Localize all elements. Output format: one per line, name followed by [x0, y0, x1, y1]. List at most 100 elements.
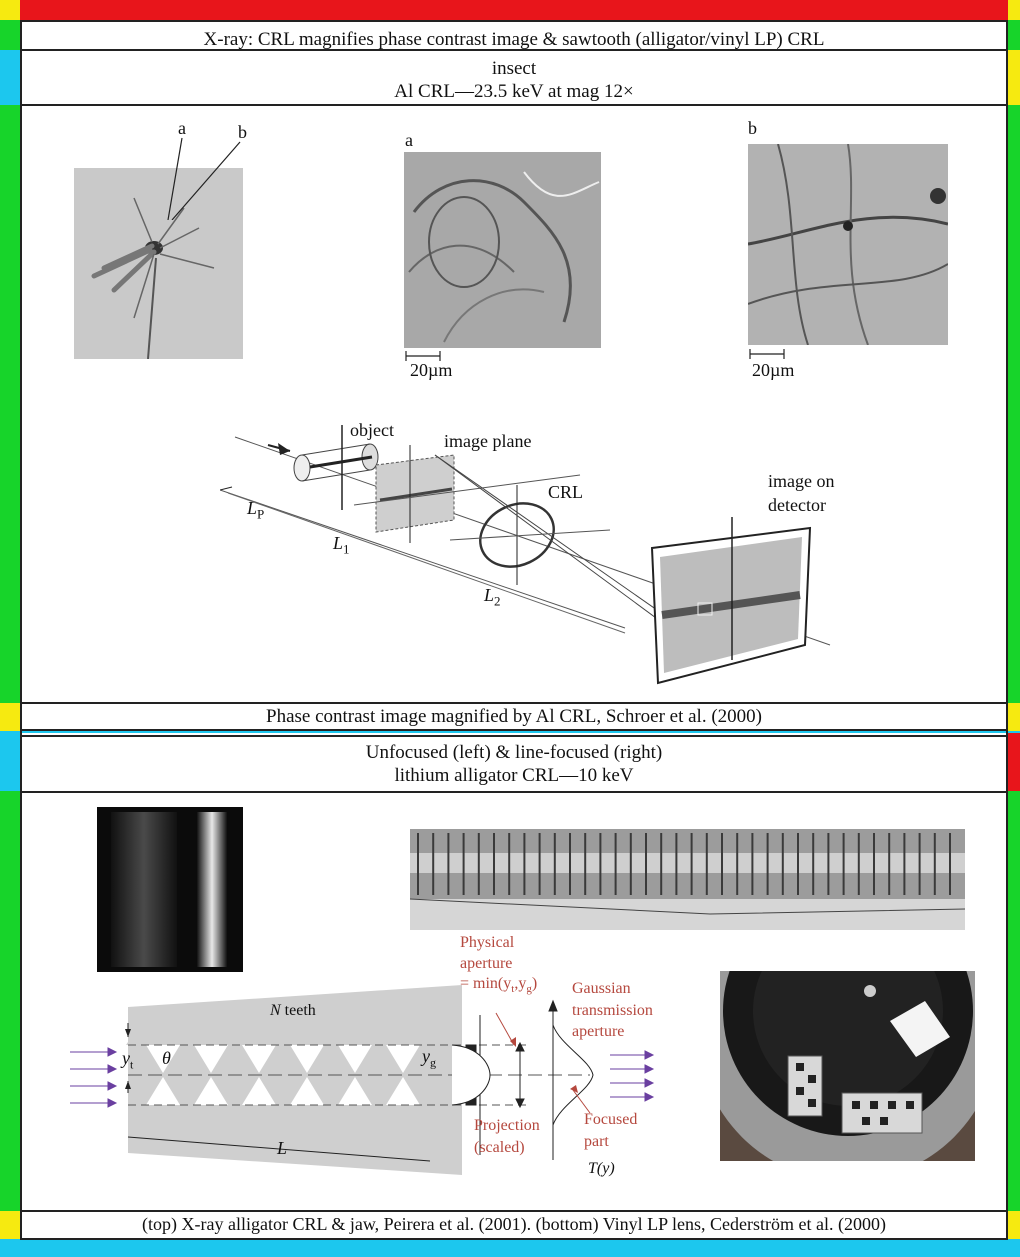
scale-label-b: 20µm: [752, 360, 795, 380]
frame-corner-tl: [0, 0, 20, 20]
rule: [20, 729, 1008, 731]
vinyl-lp-photo: [698, 881, 998, 1181]
detector-label: detector: [768, 495, 826, 515]
min-t-subscript: t: [511, 983, 515, 996]
l1-symbol: L: [333, 533, 344, 553]
yt-symbol: y: [122, 1048, 130, 1068]
rule: [20, 49, 1008, 51]
alligator-crl-photo: [409, 829, 966, 930]
panel1-heading-line2: Al CRL—23.5 keV at mag 12×: [394, 81, 634, 102]
sawtooth-diagram: [70, 985, 655, 1175]
crl-lens: [434, 454, 701, 644]
scale-bar-b: [749, 349, 785, 359]
focused-label: Focused: [584, 1111, 638, 1128]
l1-label: L1: [333, 533, 350, 558]
aperture-label: aperture: [460, 955, 513, 972]
page-title: X-ray: CRL magnifies phase contrast imag…: [203, 29, 825, 50]
micrograph-b-label: b: [748, 118, 757, 138]
image-on-label: image on: [768, 471, 835, 491]
micrograph-a: [404, 152, 601, 348]
n-symbol: N: [270, 1002, 281, 1019]
scaled-label: (scaled): [474, 1139, 525, 1156]
frame-mid-divider: [0, 731, 1020, 733]
scale-bar-a: [405, 351, 441, 361]
lower-teeth: [146, 1077, 420, 1105]
rule: [20, 20, 1008, 22]
l2-subscript: 2: [494, 593, 501, 609]
frame-left-cap2: [0, 1211, 20, 1239]
min-g-subscript: g: [526, 983, 532, 996]
frame-top-bar: [0, 0, 1020, 20]
n-teeth-text: teeth: [280, 1002, 316, 1019]
lp-symbol: L: [247, 498, 258, 518]
frame-left-head1: [0, 50, 20, 105]
panel1-heading-line1: insect: [491, 58, 537, 79]
frame-left-title: [0, 20, 20, 50]
transmission-label: transmission: [572, 1002, 653, 1019]
frame-right-panel2: [1008, 791, 1020, 1211]
output-arrows: [610, 1050, 655, 1102]
frame-left-cap1: [0, 703, 20, 731]
image-plane: [353, 445, 581, 543]
panel2-heading-line2: lithium alligator CRL—10 keV: [394, 765, 634, 786]
rule-vertical-right: [1006, 20, 1008, 1239]
micrograph-b: [747, 143, 949, 346]
beam-image: [97, 807, 243, 972]
gaussian-curve: [548, 999, 594, 1160]
frame-left-panel2: [0, 791, 20, 1211]
rule: [20, 1210, 1008, 1212]
input-arrows: [70, 1047, 118, 1108]
projection-label: Projection: [474, 1117, 540, 1134]
part-label: part: [584, 1133, 609, 1150]
object-label: object: [350, 420, 394, 440]
upper-teeth: [126, 1015, 420, 1073]
insect-label-b: b: [238, 122, 247, 142]
frame-right-panel1: [1008, 105, 1020, 703]
rule: [20, 735, 1008, 737]
n-teeth-label: N teeth: [270, 1002, 316, 1020]
insect-pointer-lines: [167, 137, 241, 220]
scale-label-a: 20µm: [410, 360, 453, 380]
detector: [650, 517, 812, 685]
object-cylinder: [293, 425, 379, 510]
aperture2-label: aperture: [572, 1023, 625, 1040]
min-close: ): [531, 975, 538, 992]
frame-right-head1: [1008, 50, 1020, 105]
yg-subscript: g: [430, 1055, 436, 1070]
length-label: L: [277, 1138, 288, 1158]
theta-label: θ: [162, 1048, 171, 1068]
insect-label-a: a: [178, 118, 186, 138]
panel2-caption: (top) X-ray alligator CRL & jaw, Peirera…: [142, 1214, 886, 1234]
min-comma: ,y: [514, 975, 527, 992]
yt-label: yt: [122, 1048, 133, 1073]
l1-subscript: 1: [343, 541, 350, 557]
gaussian-label: Gaussian: [572, 980, 631, 997]
crl-schematic: [220, 425, 831, 685]
yg-label: yg: [422, 1046, 436, 1071]
rule: [20, 104, 1008, 106]
image-plane-label: image plane: [444, 431, 532, 451]
frame-left-head2: [0, 733, 20, 791]
projection: [451, 1015, 525, 1155]
insect-photo: [74, 168, 243, 360]
min-formula-label: = min(yt,yg): [460, 975, 537, 995]
l2-symbol: L: [484, 585, 495, 605]
rule: [20, 1238, 1008, 1240]
l2-label: L2: [484, 585, 501, 610]
frame-right-cap2: [1008, 1211, 1020, 1239]
yt-subscript: t: [130, 1057, 134, 1072]
rule: [20, 702, 1008, 704]
frame-left-panel1: [0, 105, 20, 703]
lp-subscript: P: [257, 506, 265, 522]
rule-vertical-left: [20, 20, 22, 1239]
frame-right-title: [1008, 20, 1020, 50]
frame-corner-tr: [1008, 0, 1020, 20]
panel1-caption: Phase contrast image magnified by Al CRL…: [266, 706, 762, 727]
title-panel: [20, 20, 1008, 731]
panel2-heading-line1: Unfocused (left) & line-focused (right): [365, 742, 663, 763]
rule: [20, 791, 1008, 793]
crl-label: CRL: [548, 482, 584, 502]
ty-label: T(y): [588, 1160, 615, 1177]
frame-right-cap1: [1008, 703, 1020, 731]
yg-symbol: y: [422, 1046, 430, 1066]
